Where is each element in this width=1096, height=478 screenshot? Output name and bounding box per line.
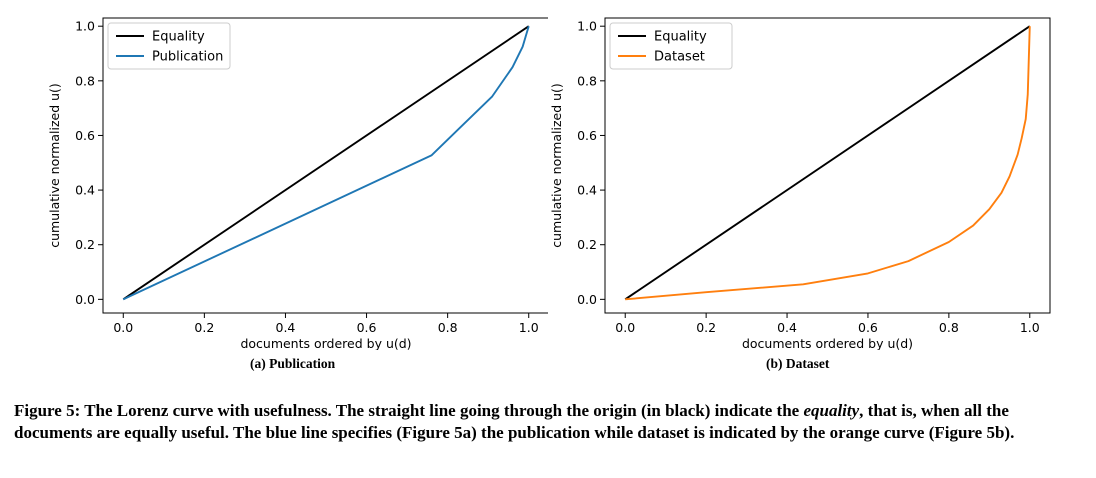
x-tick-label: 0.8 (438, 320, 458, 335)
y-tick-label: 0.0 (75, 292, 95, 307)
y-tick-label: 0.4 (75, 183, 95, 198)
y-tick-label: 0.6 (75, 128, 95, 143)
y-tick-label: 0.2 (75, 237, 95, 252)
y-tick-label: 0.6 (577, 128, 597, 143)
y-axis-label: cumulative normalized u() (549, 83, 564, 248)
x-tick-label: 0.8 (939, 320, 959, 335)
caption-text-2: , that is, when all the documents are eq… (14, 401, 1015, 442)
subcaption-a: (a) Publication (250, 356, 336, 371)
x-tick-label: 0.6 (858, 320, 878, 335)
x-axis-label: documents ordered by u(d) (240, 336, 411, 350)
y-axis-label: cumulative normalized u() (47, 83, 62, 248)
y-tick-label: 0.2 (577, 237, 597, 252)
x-tick-label: 0.0 (615, 320, 635, 335)
legend-box (107, 22, 231, 70)
y-tick-label: 0.4 (577, 183, 597, 198)
plot-frame (102, 17, 548, 314)
y-tick-label: 0.0 (577, 292, 597, 307)
x-tick-label: 0.2 (194, 320, 214, 335)
plot-frame (604, 17, 1051, 314)
series-line-dataset (625, 26, 1031, 301)
y-tick-label: 1.0 (75, 19, 95, 34)
chart-publication: 0.0 0.2 0.4 0.6 0.8 1.0 0.0 0.2 0.4 0.6 0.8 1.0 docu… (47, 17, 548, 350)
series-line-equality (624, 25, 1031, 301)
x-tick-label: 0.4 (276, 320, 296, 335)
chart-dataset: 0.0 0.2 0.4 0.6 0.8 1.0 0.0 0.2 0.4 0.6 0.8 1.0 docu… (549, 17, 1051, 350)
subcaption-b: (b) Dataset (766, 356, 830, 371)
x-tick-label: 0.4 (777, 320, 797, 335)
x-tick-label: 0.0 (113, 320, 133, 335)
series-line-publication (122, 25, 530, 301)
legend-label-equality: Equality (152, 30, 205, 45)
x-tick-label: 0.6 (357, 320, 377, 335)
x-tick-label: 0.2 (696, 320, 716, 335)
x-tick-label: 1.0 (1020, 320, 1040, 335)
caption-text-1: Figure 5: The Lorenz curve with usefulne… (14, 401, 804, 420)
figure-caption: Figure 5: The Lorenz curve with usefulne… (14, 400, 1086, 444)
x-axis-label: documents ordered by u(d) (742, 336, 913, 350)
legend-label-publication: Publication (152, 50, 223, 65)
legend-box (609, 22, 733, 70)
legend-label-equality: Equality (654, 30, 707, 45)
x-tick-label: 1.0 (519, 320, 539, 335)
y-tick-label: 1.0 (577, 19, 597, 34)
caption-emphasis: equality (803, 401, 860, 420)
y-tick-label: 0.8 (577, 73, 597, 88)
y-tick-label: 0.8 (75, 73, 95, 88)
series-line-equality (122, 25, 530, 301)
legend-label-dataset: Dataset (654, 50, 705, 65)
